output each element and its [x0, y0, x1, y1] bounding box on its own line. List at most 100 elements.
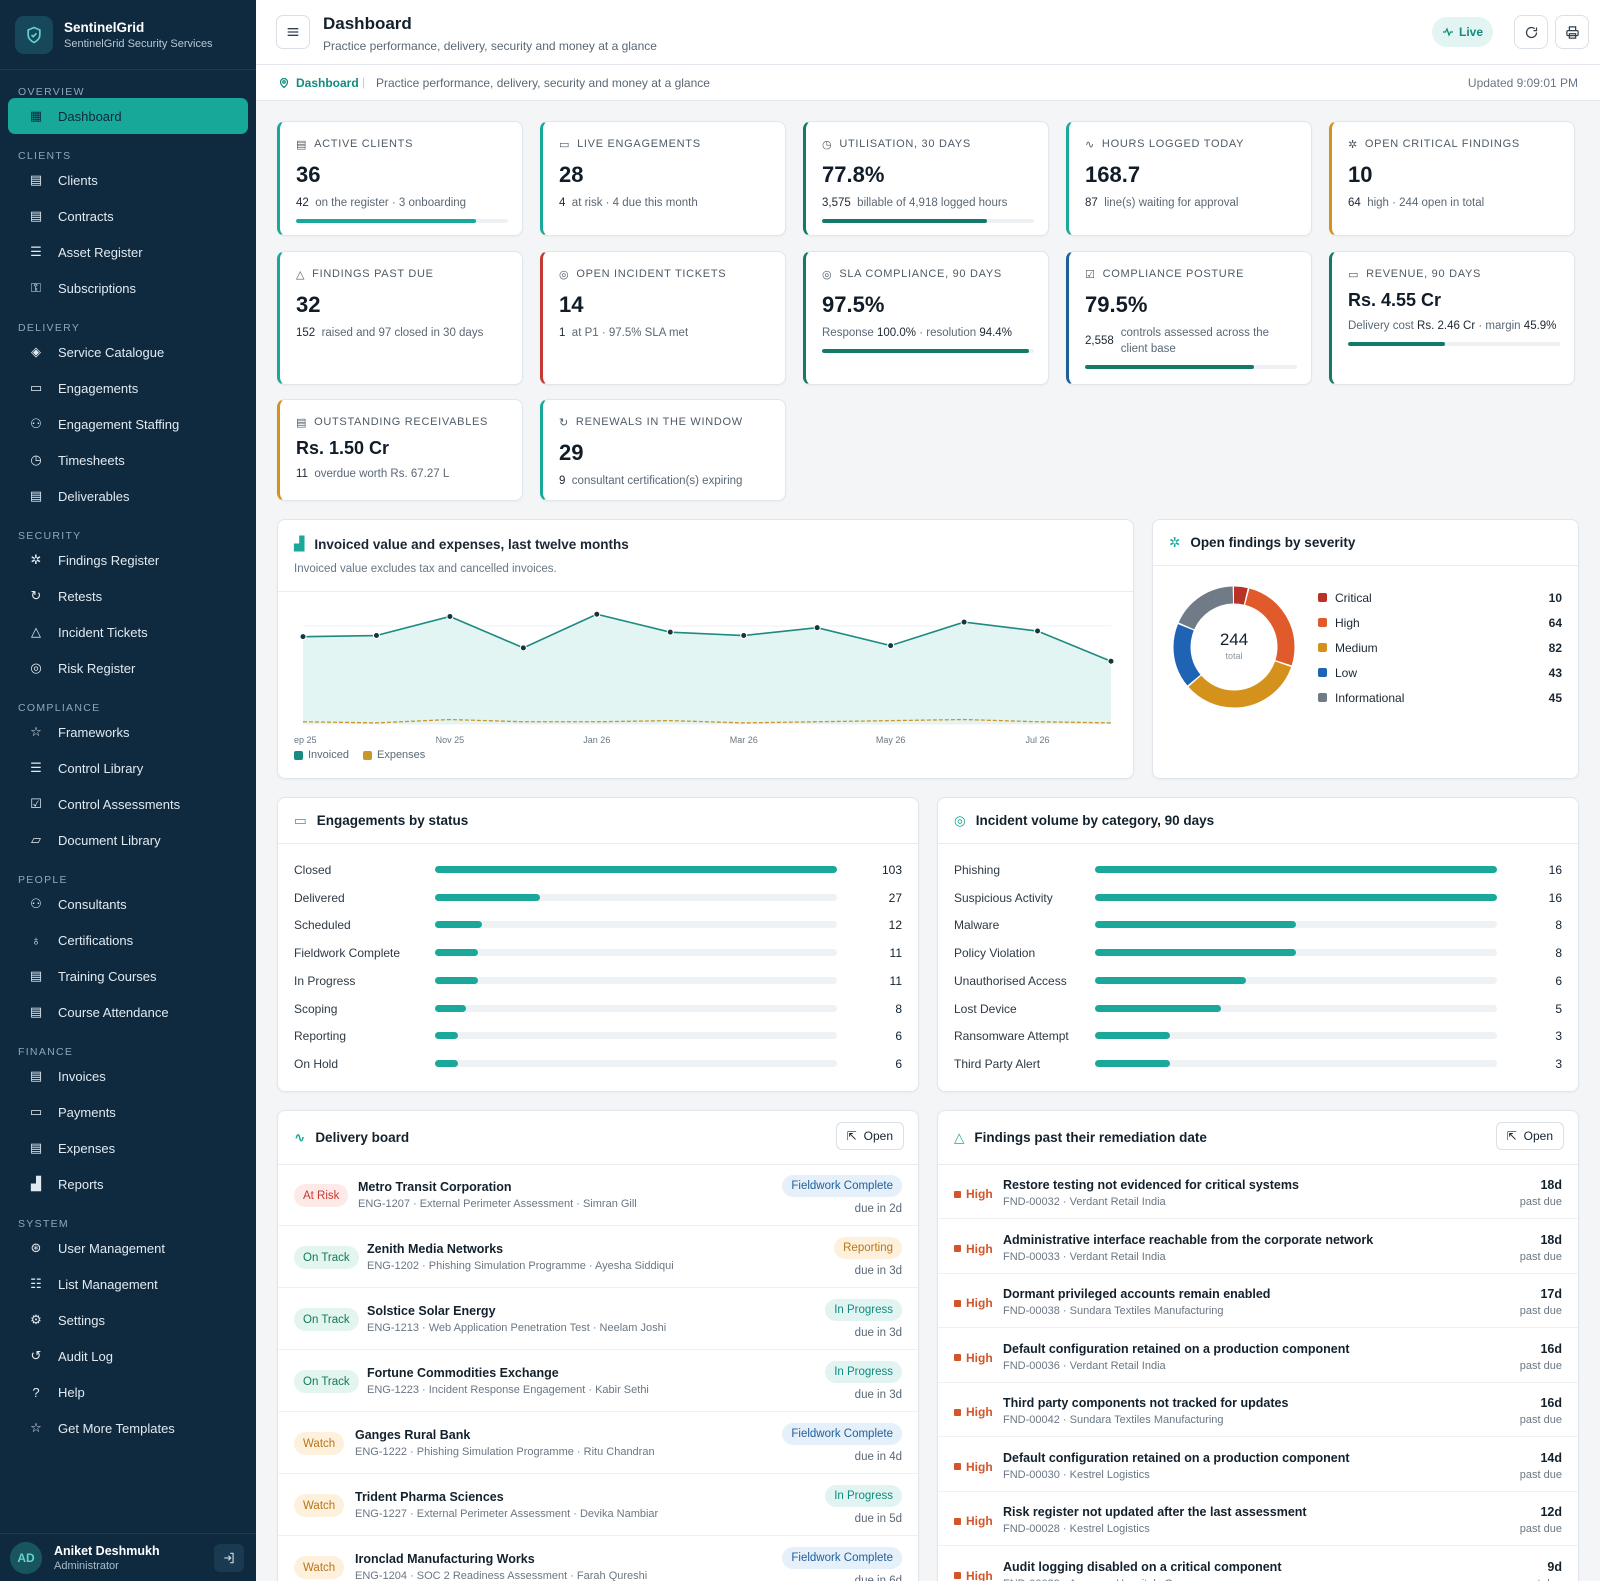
finding-title[interactable]: Default configuration retained on a prod…	[1003, 1450, 1350, 1465]
delivery-row[interactable]: On Track Solstice Solar Energy ENG-1213 · …	[278, 1289, 918, 1350]
finding-title[interactable]: Administrative interface reachable from …	[1003, 1232, 1374, 1247]
sidebar-item-settings[interactable]: ⚙ Settings	[8, 1302, 248, 1338]
sidebar-item-control-library[interactable]: ☰ Control Library	[8, 750, 248, 786]
client-name[interactable]: Zenith Media Networks	[367, 1242, 504, 1256]
delivery-row[interactable]: On Track Zenith Media Networks ENG-1202 · …	[278, 1227, 918, 1288]
finding-title[interactable]: Default configuration retained on a prod…	[1003, 1341, 1350, 1356]
kpi-findings-past-due[interactable]: △ FINDINGS PAST DUE 32 152 raised and 97 …	[277, 251, 523, 385]
sidebar-item-reports[interactable]: ▟ Reports	[8, 1166, 248, 1202]
sidebar-item-training-courses[interactable]: ▤ Training Courses	[8, 958, 248, 994]
sidebar-item-payments[interactable]: ▭ Payments	[8, 1094, 248, 1130]
client-name[interactable]: Ironclad Manufacturing Works	[355, 1552, 535, 1566]
avatar[interactable]: AD	[10, 1541, 42, 1574]
client-name[interactable]: Metro Transit Corporation	[358, 1180, 512, 1194]
kpi-incident-tickets[interactable]: ◎ OPEN INCIDENT TICKETS 14 1 at P1 · 97.5…	[540, 251, 786, 385]
invoiced-point[interactable]	[446, 612, 454, 620]
delivery-row[interactable]: Watch Trident Pharma Sciences ENG-1227 · E…	[278, 1475, 918, 1536]
sidebar-item-deliverables[interactable]: ▤ Deliverables	[8, 478, 248, 514]
client-name[interactable]: Trident Pharma Sciences	[355, 1490, 504, 1504]
breadcrumb-current[interactable]: Dashboard	[278, 76, 359, 90]
open-delivery-board-button[interactable]: ⇱ Open	[835, 1122, 904, 1150]
user-profile[interactable]: AD Aniket Deshmukh Administrator	[0, 1533, 256, 1581]
sidebar-item-user-management[interactable]: ⊛ User Management	[8, 1230, 248, 1266]
sidebar-item-risk-register[interactable]: ◎ Risk Register	[8, 650, 248, 686]
kpi-revenue[interactable]: ▭ REVENUE, 90 DAYS Rs. 4.55 Cr Delivery c…	[1329, 251, 1575, 385]
invoiced-point[interactable]	[1034, 627, 1042, 635]
kpi-live-engagements[interactable]: ▭ LIVE ENGAGEMENTS 28 4 at risk · 4 due t…	[540, 121, 786, 236]
finding-row[interactable]: High Dormant privileged accounts remain e…	[938, 1274, 1578, 1328]
finding-row[interactable]: High Audit logging disabled on a critical…	[938, 1547, 1578, 1581]
finding-title[interactable]: Audit logging disabled on a critical com…	[1003, 1559, 1282, 1574]
sidebar-item-help[interactable]: ? Help	[8, 1374, 248, 1410]
live-button[interactable]: Live	[1432, 17, 1493, 47]
print-button[interactable]	[1555, 15, 1589, 49]
finding-title[interactable]: Dormant privileged accounts remain enabl…	[1003, 1287, 1271, 1301]
sidebar-item-invoices[interactable]: ▤ Invoices	[8, 1058, 248, 1094]
refresh-button[interactable]	[1514, 15, 1548, 49]
sidebar-item-engagement-staffing[interactable]: ⚇ Engagement Staffing	[8, 406, 248, 442]
invoiced-point[interactable]	[740, 632, 748, 640]
sidebar-item-contracts[interactable]: ▤ Contracts	[8, 198, 248, 234]
legend-item-medium: Medium 82	[1318, 639, 1562, 657]
finding-row[interactable]: High Restore testing not evidenced for cr…	[938, 1165, 1578, 1219]
kpi-receivables[interactable]: ▤ OUTSTANDING RECEIVABLES Rs. 1.50 Cr 11 …	[277, 399, 523, 501]
delivery-row[interactable]: Watch Ganges Rural Bank ENG-1222 · Phishin…	[278, 1413, 918, 1474]
kpi-renewals[interactable]: ↻ RENEWALS IN THE WINDOW 29 9 consultant …	[540, 399, 786, 501]
status-badge: Reporting	[834, 1237, 902, 1259]
sidebar-item-control-assessments[interactable]: ☑ Control Assessments	[8, 786, 248, 822]
logout-icon[interactable]	[214, 1544, 244, 1572]
finding-row[interactable]: High Default configuration retained on a …	[938, 1329, 1578, 1383]
sidebar-item-expenses[interactable]: ▤ Expenses	[8, 1130, 248, 1166]
sidebar-item-get-more-templates[interactable]: ☆ Get More Templates	[8, 1410, 248, 1446]
delivery-row[interactable]: At Risk Metro Transit Corporation ENG-1207…	[278, 1165, 918, 1226]
sidebar-item-timesheets[interactable]: ◷ Timesheets	[8, 442, 248, 478]
finding-title[interactable]: Third party components not tracked for u…	[1003, 1396, 1289, 1410]
sidebar-item-findings-register[interactable]: ✲ Findings Register	[8, 542, 248, 578]
sidebar-item-consultants[interactable]: ⚇ Consultants	[8, 886, 248, 922]
sidebar-item-retests[interactable]: ↻ Retests	[8, 578, 248, 614]
sidebar-item-list-management[interactable]: ☷ List Management	[8, 1266, 248, 1302]
finding-title[interactable]: Risk register not updated after the last…	[1003, 1505, 1307, 1519]
kpi-critical-findings[interactable]: ✲ OPEN CRITICAL FINDINGS 10 64 high · 244…	[1329, 121, 1575, 236]
client-name[interactable]: Fortune Commodities Exchange	[367, 1366, 559, 1380]
sidebar-item-subscriptions[interactable]: ⚿ Subscriptions	[8, 270, 248, 306]
client-name[interactable]: Ganges Rural Bank	[355, 1428, 471, 1442]
finding-row[interactable]: High Risk register not updated after the …	[938, 1492, 1578, 1546]
sidebar-item-service-catalogue[interactable]: ◈ Service Catalogue	[8, 334, 248, 370]
invoiced-point[interactable]	[372, 632, 380, 640]
sidebar-item-asset-register[interactable]: ☰ Asset Register	[8, 234, 248, 270]
kpi-active-clients[interactable]: ▤ ACTIVE CLIENTS 36 42 on the register · …	[277, 121, 523, 236]
delivery-row[interactable]: Watch Ironclad Manufacturing Works ENG-120…	[278, 1537, 918, 1581]
sidebar-item-document-library[interactable]: ▱ Document Library	[8, 822, 248, 858]
finding-title[interactable]: Restore testing not evidenced for critic…	[1003, 1178, 1299, 1192]
menu-button[interactable]	[276, 15, 310, 49]
invoiced-point[interactable]	[887, 642, 895, 650]
invoiced-point[interactable]	[299, 633, 307, 641]
delivery-row[interactable]: On Track Fortune Commodities Exchange ENG-…	[278, 1351, 918, 1412]
kpi-hours-today[interactable]: ∿ HOURS LOGGED TODAY 168.7 87 line(s) wai…	[1066, 121, 1312, 236]
bar-track	[435, 1059, 837, 1067]
sidebar-item-incident-tickets[interactable]: △ Incident Tickets	[8, 614, 248, 650]
invoiced-point[interactable]	[813, 624, 821, 632]
sidebar-item-engagements[interactable]: ▭ Engagements	[8, 370, 248, 406]
finding-row[interactable]: High Third party components not tracked f…	[938, 1383, 1578, 1437]
invoiced-point[interactable]	[666, 628, 674, 636]
open-findings-button[interactable]: ⇱ Open	[1495, 1122, 1564, 1150]
brand[interactable]: SentinelGrid SentinelGrid Security Servi…	[0, 0, 256, 70]
kpi-sla-compliance[interactable]: ◎ SLA COMPLIANCE, 90 DAYS 97.5% Response …	[803, 251, 1049, 385]
sidebar-item-clients[interactable]: ▤ Clients	[8, 162, 248, 198]
kpi-utilisation[interactable]: ◷ UTILISATION, 30 DAYS 77.8% 3,575 billab…	[803, 121, 1049, 236]
sidebar-item-audit-log[interactable]: ↺ Audit Log	[8, 1338, 248, 1374]
client-name[interactable]: Solstice Solar Energy	[367, 1304, 496, 1318]
invoiced-point[interactable]	[519, 644, 527, 652]
invoiced-point[interactable]	[593, 610, 601, 618]
sidebar-item-course-attendance[interactable]: ▤ Course Attendance	[8, 994, 248, 1030]
sidebar-item-dashboard[interactable]: ▦ Dashboard	[8, 98, 248, 134]
kpi-compliance-posture[interactable]: ☑ COMPLIANCE POSTURE 79.5% 2,558 controls …	[1066, 251, 1312, 385]
invoiced-point[interactable]	[960, 618, 968, 626]
finding-row[interactable]: High Default configuration retained on a …	[938, 1438, 1578, 1492]
invoiced-point[interactable]	[1107, 657, 1115, 665]
finding-row[interactable]: High Administrative interface reachable f…	[938, 1220, 1578, 1274]
sidebar-item-certifications[interactable]: ♁ Certifications	[8, 922, 248, 958]
sidebar-item-frameworks[interactable]: ☆ Frameworks	[8, 714, 248, 750]
